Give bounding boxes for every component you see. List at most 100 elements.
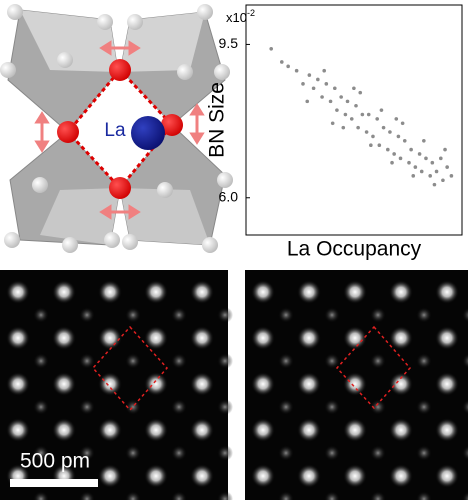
point (394, 117, 399, 121)
point (369, 143, 373, 147)
atom-column (144, 418, 168, 442)
point (328, 99, 333, 104)
atom-column (52, 326, 76, 350)
unit-cell-outline (91, 325, 169, 412)
minor-column (171, 399, 187, 415)
minor-column (416, 445, 432, 461)
atom-column (52, 280, 76, 304)
atom-column (389, 326, 413, 350)
y-tick-label: 9.5 (219, 35, 239, 51)
point (354, 103, 358, 108)
unit-cell-outline (335, 325, 412, 410)
atom-column (6, 326, 30, 350)
point (360, 112, 365, 117)
minor-column (125, 445, 141, 461)
point (349, 117, 354, 121)
atom-column (435, 326, 459, 350)
point (411, 174, 416, 178)
point (320, 95, 324, 99)
point (419, 169, 424, 174)
minor-column (33, 445, 49, 461)
point (441, 178, 445, 183)
minor-column (125, 491, 141, 500)
atom-label: La (104, 120, 126, 141)
atom-column (144, 464, 168, 488)
atom-column (190, 280, 214, 304)
octahedron-face (40, 188, 120, 245)
scatter-plot: 6.0 9.5 (219, 35, 454, 204)
point (286, 64, 290, 69)
atom-column (144, 326, 168, 350)
minor-column (33, 307, 49, 323)
point (322, 68, 327, 73)
point (381, 125, 386, 130)
minor-column (370, 445, 386, 461)
minor-column (416, 353, 432, 369)
atom-column (389, 372, 413, 396)
y-tick-label: 6.0 (219, 188, 239, 204)
point (402, 139, 407, 143)
minor-column (171, 307, 187, 323)
atom-column (144, 280, 168, 304)
arrows (34, 40, 205, 220)
atom-column (389, 280, 413, 304)
minor-column (125, 353, 141, 369)
point (345, 99, 350, 104)
point (269, 47, 274, 51)
minor-column (278, 399, 294, 415)
atom-column (251, 280, 275, 304)
point (388, 130, 392, 134)
point (301, 82, 305, 86)
minor-column (171, 491, 187, 500)
point (305, 99, 310, 104)
minor-column (217, 445, 233, 461)
point (434, 169, 439, 174)
point (386, 147, 390, 152)
atom-column (343, 418, 367, 442)
point (375, 117, 380, 121)
atom-column (435, 372, 459, 396)
point (294, 68, 299, 73)
minor-column (79, 399, 95, 415)
minor-column (217, 353, 233, 369)
point (398, 156, 403, 161)
point (364, 130, 369, 134)
minor-column (278, 445, 294, 461)
minor-column (33, 491, 49, 500)
point (400, 121, 405, 126)
minor-column (370, 307, 386, 323)
minor-column (416, 399, 432, 415)
atom-column (297, 280, 321, 304)
point (409, 147, 413, 152)
minor-column (416, 307, 432, 323)
minor-column (370, 353, 386, 369)
minor-column (324, 491, 340, 500)
scale-bar (10, 479, 98, 487)
atom-column (144, 372, 168, 396)
point (428, 174, 433, 178)
point (333, 86, 337, 91)
atom-column (6, 372, 30, 396)
minor-column (462, 307, 468, 323)
minor-column (33, 399, 49, 415)
minor-column (324, 307, 340, 323)
oxygen-atoms (0, 4, 233, 253)
atom-column (297, 418, 321, 442)
atom-column (343, 372, 367, 396)
point (280, 60, 284, 64)
point (356, 125, 360, 130)
point (407, 160, 411, 165)
atom-column (6, 280, 30, 304)
minor-column (324, 399, 340, 415)
point (443, 147, 447, 152)
minor-column (217, 307, 233, 323)
b-atoms (57, 59, 183, 199)
point (430, 160, 435, 165)
point (392, 152, 396, 156)
point (352, 86, 356, 91)
minor-column (278, 491, 294, 500)
point (417, 152, 422, 156)
atom-column (251, 372, 275, 396)
point (377, 143, 382, 147)
atom-column (435, 464, 459, 488)
